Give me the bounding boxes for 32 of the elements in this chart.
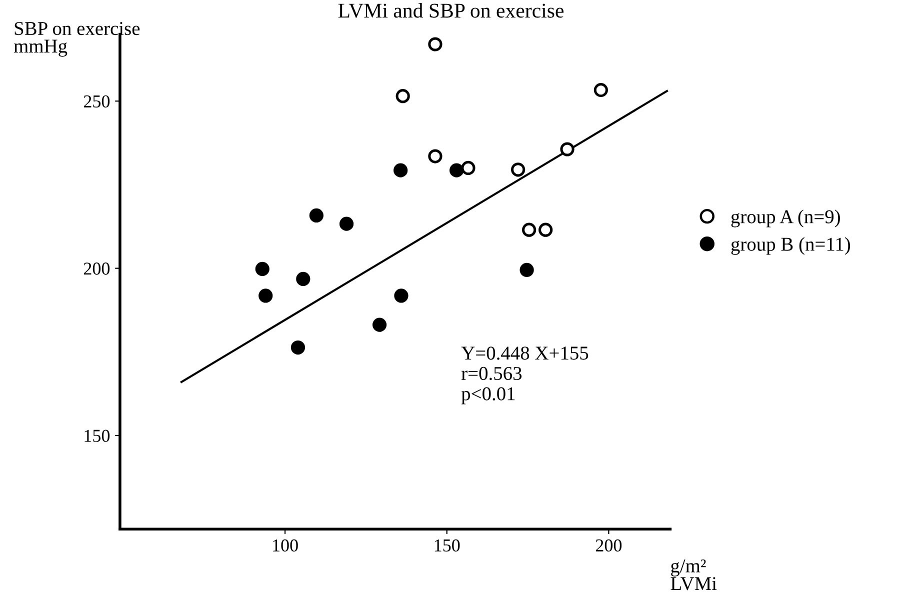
y-tick-label: 200 <box>84 262 110 275</box>
x-axis-title: g/m² LVMi <box>670 559 717 590</box>
point <box>428 37 442 52</box>
point <box>511 162 526 177</box>
y-tick-label: 250 <box>84 95 110 108</box>
x-tick-label: 200 <box>596 539 622 552</box>
point <box>560 142 574 156</box>
x-tick-label: 150 <box>434 539 460 552</box>
point <box>394 288 408 303</box>
point <box>290 340 306 355</box>
point <box>394 163 408 178</box>
annotation: Y=0.448 X+155 r=0.563 p<0.01 <box>461 346 588 404</box>
point <box>522 222 536 237</box>
point <box>339 216 354 231</box>
point <box>428 149 442 164</box>
point <box>538 222 553 237</box>
point <box>255 262 270 276</box>
point <box>296 272 310 286</box>
point <box>520 262 534 278</box>
point <box>258 288 273 303</box>
chart-title: LVMi and SBP on exercise <box>338 3 564 18</box>
point <box>594 83 608 98</box>
legend-label: group A (n=9) <box>731 210 840 228</box>
x-tick-label: 100 <box>273 539 298 552</box>
point <box>396 89 410 104</box>
y-axis-title: SBP on exercise mmHg <box>14 22 140 57</box>
point <box>372 318 387 332</box>
legend-label: group B (n=11) <box>731 237 850 255</box>
point <box>461 160 476 176</box>
y-tick-label: 150 <box>84 430 110 442</box>
point <box>309 208 324 223</box>
point <box>450 163 464 178</box>
